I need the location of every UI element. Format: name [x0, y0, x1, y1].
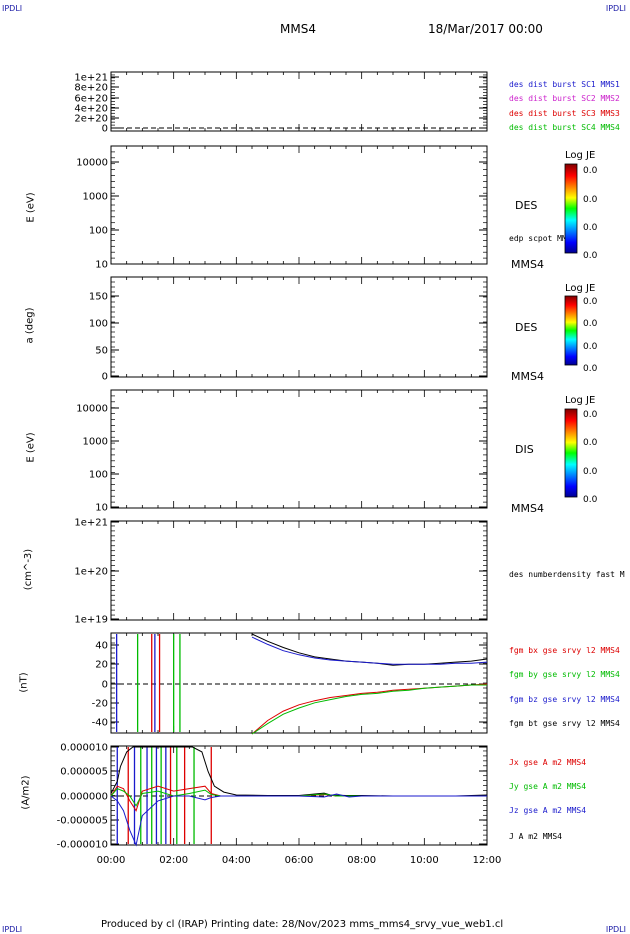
instrument-label-des-energy: DES: [515, 199, 538, 212]
y-tick-label: 100: [89, 319, 108, 330]
y-tick-label: 50: [95, 346, 108, 357]
x-tick-label: 04:00: [222, 855, 251, 866]
colorbar-title-des-pitch: Log JE: [565, 283, 596, 294]
colorbar: [564, 408, 578, 498]
x-tick-label: 06:00: [285, 855, 314, 866]
legend-bz: fgm bz gse srvy l2 MMS4: [509, 695, 620, 704]
y-tick-label: 1000: [83, 437, 108, 448]
y-tick-label: -0.000005: [57, 816, 108, 827]
y-tick-label: 20: [95, 660, 108, 671]
colorbar-value: 0.0: [583, 319, 598, 329]
colorbar-value: 0.0: [583, 495, 598, 505]
probe-label-des-energy: MMS4: [511, 258, 544, 271]
overlay-label-scpot: edp scpot MMS4: [509, 234, 577, 243]
colorbar-value: 0.0: [583, 223, 598, 233]
legend-burst-sc3: des dist burst SC3 MMS3: [509, 109, 620, 118]
y-tick-label: 1000: [83, 192, 108, 203]
footer-credits: Produced by cl (IRAP) Printing date: 28/…: [101, 919, 504, 930]
legend-jx: Jx gse A m2 MMS4: [509, 758, 587, 767]
legend-by: fgm by gse srvy l2 MMS4: [509, 670, 620, 679]
y-tick-label: 10000: [76, 404, 108, 415]
colorbar-value: 0.0: [583, 438, 598, 448]
series-line: [251, 633, 488, 666]
panel-frame: [110, 71, 488, 132]
colorbar-value: 0.0: [583, 166, 598, 176]
colorbar: [564, 295, 578, 366]
spacecraft-title: MMS4: [280, 22, 316, 36]
colorbar-value: 0.0: [583, 251, 598, 261]
series-line: [251, 684, 487, 735]
legend-bx: fgm bx gse srvy l2 MMS4: [509, 646, 620, 655]
y-tick-label: 0: [102, 372, 108, 383]
y-tick-label: 1e+20: [74, 567, 108, 578]
date-title: 18/Mar/2017 00:00: [428, 22, 543, 36]
y-tick-label: 150: [89, 292, 108, 303]
x-tick-label: 08:00: [347, 855, 376, 866]
y-tick-label: 0.000000: [60, 792, 108, 803]
colorbar: [564, 163, 578, 254]
y-tick-label: 4e+20: [74, 104, 108, 115]
y-tick-label: 10: [95, 260, 108, 271]
legend-burst-sc4: des dist burst SC4 MMS4: [509, 123, 620, 132]
y-tick-label: 10: [95, 503, 108, 514]
legend-burst-sc2: des dist burst SC2 MMS2: [509, 94, 620, 103]
x-tick-label: 10:00: [410, 855, 439, 866]
colorbar-title-des-energy: Log JE: [565, 150, 596, 161]
x-tick-label: 02:00: [159, 855, 188, 866]
corner-label-top-left: IPDLI: [2, 4, 23, 13]
y-tick-label: 1e+21: [74, 73, 108, 84]
colorbar-title-dis-energy: Log JE: [565, 395, 596, 406]
series-line: [251, 636, 488, 665]
y-tick-label: 0: [102, 124, 108, 135]
corner-label-top-right: IPDLI: [605, 4, 626, 13]
panel-frame: [110, 632, 488, 734]
legend-bt: fgm bt gse srvy l2 MMS4: [509, 719, 620, 728]
y-tick-label: 0.000005: [60, 767, 108, 778]
instrument-label-des-pitch: DES: [515, 321, 538, 334]
y-tick-label: 10000: [76, 158, 108, 169]
y-tick-label: 1e+19: [74, 615, 108, 626]
y-tick-label: -20: [92, 699, 108, 710]
probe-label-dis-energy: MMS4: [511, 502, 544, 515]
x-tick-label: 00:00: [97, 855, 126, 866]
y-tick-label: 2e+20: [74, 114, 108, 125]
legend-density: des numberdensity fast M: [509, 570, 625, 579]
y-tick-label: 100: [89, 226, 108, 237]
y-tick-label: 0.000010: [60, 743, 108, 754]
series-line: [251, 683, 488, 735]
colorbar-value: 0.0: [583, 342, 598, 352]
instrument-label-dis-energy: DIS: [515, 443, 534, 456]
corner-label-bottom-left: IPDLI: [2, 925, 23, 934]
panel-frame: [110, 276, 488, 378]
y-tick-label: 40: [95, 641, 108, 652]
y-tick-label: 1e+21: [74, 518, 108, 529]
y-tick-label: 100: [89, 470, 108, 481]
panel-frame: [110, 520, 488, 621]
legend-burst-sc1: des dist burst SC1 MMS1: [509, 80, 620, 89]
legend-jz: Jz gse A m2 MMS4: [509, 806, 587, 815]
y-tick-label: 6e+20: [74, 94, 108, 105]
legend-j: J A m2 MMS4: [509, 832, 562, 841]
colorbar-value: 0.0: [583, 467, 598, 477]
y-tick-label: -0.000010: [57, 840, 108, 851]
colorbar-value: 0.0: [583, 364, 598, 374]
colorbar-value: 0.0: [583, 195, 598, 205]
x-tick-label: 12:00: [473, 855, 502, 866]
probe-label-des-pitch: MMS4: [511, 370, 544, 383]
series-line: [110, 788, 487, 807]
y-tick-label: -40: [92, 718, 108, 729]
y-tick-label: 0: [102, 680, 108, 691]
panel-frame: [110, 389, 488, 509]
colorbar-value: 0.0: [583, 297, 598, 307]
series-line: [110, 793, 487, 847]
colorbar-value: 0.0: [583, 410, 598, 420]
y-tick-label: 8e+20: [74, 83, 108, 94]
panel-frame: [110, 145, 488, 265]
legend-jy: Jy gse A m2 MMS4: [509, 782, 587, 791]
corner-label-bottom-right: IPDLI: [605, 925, 626, 934]
